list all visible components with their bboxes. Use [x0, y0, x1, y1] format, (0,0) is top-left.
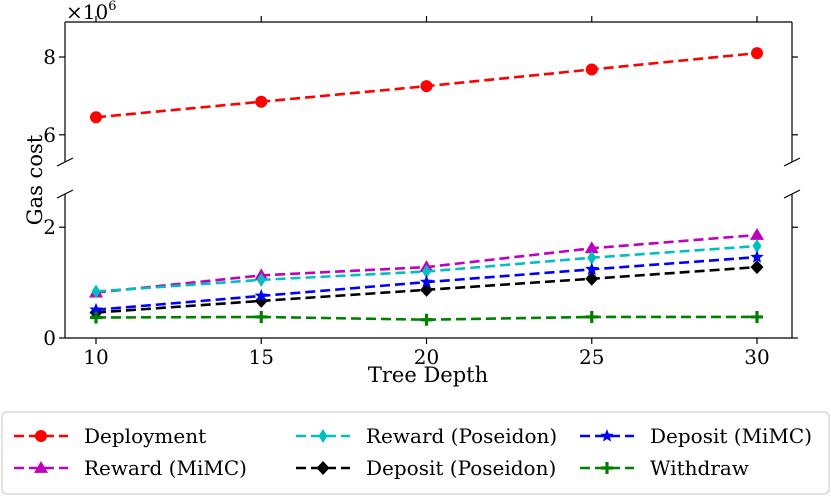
y-multiplier-label: ×106: [66, 0, 117, 24]
legend-item-reward-poseidon: Reward (Poseidon): [296, 424, 557, 448]
axis-ticks: 10 15 20 25 30 6 8 0 2: [43, 16, 798, 369]
data-point-deployment: [420, 80, 433, 93]
legend-marker: [600, 429, 614, 442]
data-point-deposit-mimc: [89, 302, 103, 316]
x-tick-label: 20: [414, 345, 439, 369]
data-point-deposit-mimc: [419, 275, 434, 288]
legend-label: Deployment: [84, 424, 206, 448]
legend-label: Reward (MiMC): [84, 456, 247, 480]
upper-panel: [64, 21, 793, 162]
data-point-deposit-poseidon: [585, 271, 599, 286]
data-point-withdraw: [751, 310, 763, 323]
data-point-deployment: [751, 47, 763, 60]
data-point-reward-poseidon: [422, 264, 431, 279]
data-point-deployment: [255, 95, 268, 108]
legend-item-withdraw: Withdraw: [580, 456, 749, 480]
data-point-reward-poseidon: [91, 284, 101, 299]
x-tick-label: 10: [83, 345, 108, 369]
axis-break-marks: [56, 157, 801, 199]
data-point-withdraw: [420, 313, 433, 326]
legend-item-deployment: Deployment: [14, 424, 206, 448]
legend-label: Deposit (Poseidon): [366, 456, 556, 480]
upper-y-tick-label: 6: [43, 123, 56, 147]
legend-box: [1, 411, 830, 495]
x-tick-label: 15: [249, 345, 274, 369]
legend-marker: [35, 430, 47, 442]
legend-item-reward-mimc: Reward (MiMC): [14, 456, 247, 480]
legend-marker: [316, 461, 330, 475]
data-point-reward-poseidon: [752, 239, 762, 254]
data-point-deployment: [90, 111, 102, 124]
legend-item-deposit-mimc: Deposit (MiMC): [580, 424, 812, 448]
data-point-deposit-poseidon: [750, 260, 764, 275]
break-mark-upper-right: [783, 157, 801, 167]
data-point-reward-poseidon: [256, 272, 266, 287]
break-mark-lower-left: [56, 189, 74, 199]
data-point-withdraw: [90, 311, 102, 324]
lower-panel: [64, 194, 793, 339]
legend-item-deposit-poseidon: Deposit (Poseidon): [296, 456, 556, 480]
x-tick-label: 30: [744, 345, 769, 369]
data-point-reward-mimc: [750, 227, 764, 240]
data-point-deployment: [585, 63, 598, 76]
x-tick-label: 25: [579, 345, 604, 369]
lower-y-tick-label: 2: [43, 215, 56, 239]
y-multiplier-exponent: 6: [108, 0, 116, 14]
legend-marker: [601, 462, 613, 474]
legend-label: Withdraw: [650, 456, 749, 480]
data-point-deposit-mimc: [585, 262, 599, 275]
legend-label: Deposit (MiMC): [650, 424, 812, 448]
data-point-reward-mimc: [584, 241, 599, 254]
legend-marker: [318, 429, 328, 443]
data-point-deposit-mimc: [750, 250, 764, 263]
lower-y-tick-label: 0: [43, 326, 56, 350]
data-point-reward-poseidon: [587, 250, 597, 265]
data-point-withdraw: [255, 310, 268, 323]
data-point-deposit-mimc: [254, 288, 268, 302]
break-mark-upper-left: [56, 157, 74, 167]
data-point-deposit-poseidon: [254, 293, 268, 308]
series-reward-poseidon: [91, 239, 762, 299]
break-mark-lower-right: [783, 189, 801, 199]
legend-marker: [34, 461, 48, 473]
series-withdraw: [90, 310, 763, 326]
y-axis-title: Gas cost: [23, 134, 47, 225]
data-point-withdraw: [585, 310, 598, 323]
x-axis-title: Tree Depth: [368, 363, 488, 387]
series-layer: [89, 47, 764, 326]
series-deployment: [90, 47, 763, 124]
upper-y-tick-label: 8: [43, 45, 56, 69]
series-deposit-mimc: [89, 250, 764, 316]
legend: Deployment Reward (Poseidon) Deposit (MiMC…: [1, 411, 830, 495]
legend-label: Reward (Poseidon): [366, 424, 557, 448]
